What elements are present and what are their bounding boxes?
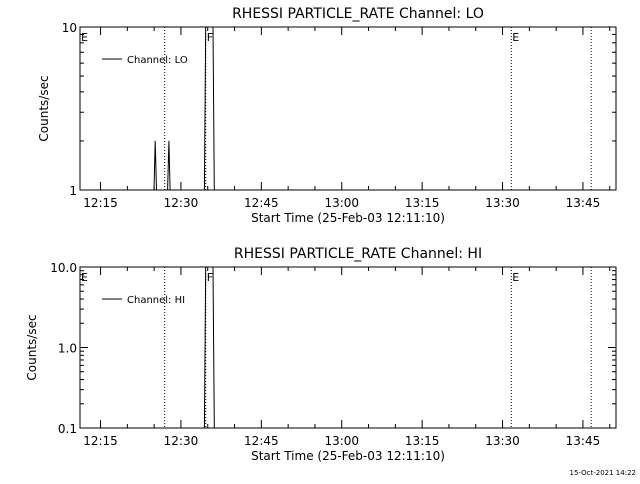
x-tick-label: 13:45 [566, 196, 601, 210]
x-tick-label: 13:30 [485, 196, 520, 210]
series-line [203, 266, 215, 429]
y-axis-label: Counts/sec [37, 75, 51, 141]
x-tick-label: 12:15 [83, 434, 118, 448]
legend-label: Channel: HI [127, 295, 185, 306]
x-tick-label: 13:00 [324, 196, 359, 210]
y-tick-label: 10 [62, 21, 77, 35]
y-tick-label: 1.0 [58, 342, 77, 356]
x-tick-label: 12:15 [83, 196, 118, 210]
timestamp-label: 15-Oct-2021 14:22 [570, 469, 636, 477]
x-tick-label: 13:00 [324, 434, 359, 448]
x-tick-label: 13:15 [405, 434, 440, 448]
x-tick-label: 12:45 [244, 434, 279, 448]
legend-label: Channel: LO [127, 55, 188, 66]
y-tick-label: 10.0 [50, 261, 77, 275]
event-flag-label: E [512, 271, 519, 284]
event-flag-label: F [207, 271, 213, 284]
x-axis-label: Start Time (25-Feb-03 12:11:10) [251, 211, 445, 225]
event-flag-label: E [81, 271, 88, 284]
x-tick-label: 13:45 [566, 434, 601, 448]
x-tick-label: 12:30 [164, 434, 199, 448]
chart-title: RHESSI PARTICLE_RATE Channel: LO [232, 6, 484, 22]
series-line [153, 26, 215, 191]
x-tick-label: 13:15 [405, 196, 440, 210]
y-tick-label: 1 [69, 184, 77, 198]
x-tick-label: 12:30 [164, 196, 199, 210]
event-flag-label: E [81, 31, 88, 44]
y-axis-label: Counts/sec [25, 314, 39, 380]
x-tick-label: 12:45 [244, 196, 279, 210]
plot-frame [79, 266, 617, 429]
y-tick-label: 0.1 [58, 422, 77, 436]
x-tick-label: 13:30 [485, 434, 520, 448]
event-flag-label: F [207, 31, 213, 44]
event-flag-label: E [512, 31, 519, 44]
plot-frame [79, 26, 617, 191]
chart-title: RHESSI PARTICLE_RATE Channel: HI [234, 246, 482, 262]
x-axis-label: Start Time (25-Feb-03 12:11:10) [251, 449, 445, 463]
